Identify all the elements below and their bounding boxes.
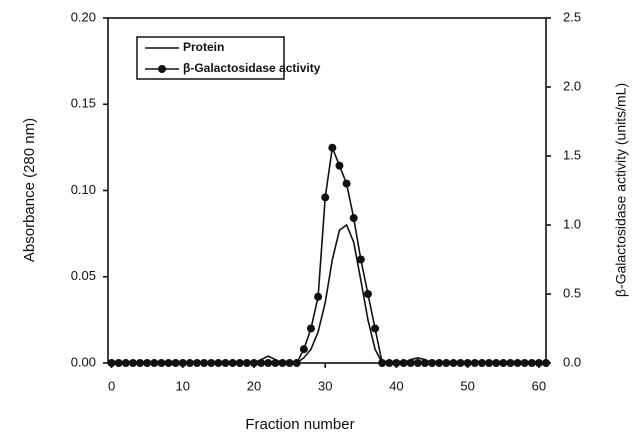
data-point (371, 324, 380, 333)
x-tick-label: 0 (108, 378, 115, 393)
data-point (250, 359, 258, 367)
data-point (292, 359, 301, 367)
data-point (499, 359, 508, 367)
data-point (264, 359, 273, 367)
data-point (207, 359, 216, 367)
y2-tick-label: 1.0 (563, 216, 581, 231)
data-point (406, 359, 415, 367)
data-point (356, 255, 365, 264)
data-point (527, 359, 536, 367)
data-point (285, 359, 294, 367)
data-point (178, 359, 187, 367)
y-tick-label: 0.15 (71, 96, 96, 111)
data-point (271, 359, 280, 367)
data-point (185, 359, 194, 367)
data-point (392, 359, 401, 367)
data-point (164, 359, 173, 367)
y2-tick-label: 0.5 (563, 285, 581, 300)
data-point (363, 290, 372, 298)
y2-axis-label: β-Galactosidase activity (units/mL) (613, 83, 629, 297)
series-line (111, 144, 546, 364)
data-point (399, 359, 408, 367)
data-point (435, 359, 444, 367)
data-point (449, 359, 458, 367)
data-point (335, 161, 344, 170)
y2-tick-label: 2.0 (563, 78, 581, 93)
x-tick-label: 40 (389, 378, 403, 393)
data-point (342, 179, 351, 188)
data-point (257, 359, 266, 367)
data-point (228, 359, 237, 367)
data-point (542, 359, 550, 367)
y-tick-label: 0.20 (71, 9, 96, 24)
data-point (278, 359, 287, 367)
x-tick-label: 60 (532, 378, 546, 393)
data-point (463, 359, 472, 367)
y-tick-label: 0.05 (71, 268, 96, 283)
x-tick-label: 20 (247, 378, 261, 393)
data-point (492, 359, 501, 367)
data-point (534, 359, 543, 367)
data-point (200, 359, 209, 367)
y-tick-label: 0.00 (71, 354, 96, 369)
y-tick-label: 0.10 (71, 182, 96, 197)
data-point (513, 359, 522, 367)
data-point (242, 359, 251, 367)
data-point (221, 359, 230, 367)
data-point (485, 359, 494, 367)
data-point (107, 359, 116, 367)
legend-marker (158, 65, 166, 73)
data-point (413, 359, 422, 367)
y2-tick-label: 0.0 (563, 354, 581, 369)
y2-tick-label: 1.5 (563, 147, 581, 162)
series-line (111, 223, 546, 364)
data-point (520, 359, 529, 367)
legend-label: Protein (183, 40, 224, 54)
data-point (477, 359, 486, 367)
data-point (456, 359, 465, 367)
data-point (442, 359, 451, 367)
data-point (349, 214, 358, 223)
data-point (143, 359, 152, 367)
data-point (299, 345, 308, 354)
data-point (235, 359, 244, 367)
data-point (114, 359, 123, 367)
x-axis-label: Fraction number (245, 416, 354, 433)
data-point (420, 359, 429, 367)
data-point (385, 359, 394, 367)
data-point (306, 324, 315, 333)
data-point (314, 292, 323, 301)
data-point (121, 359, 130, 367)
legend-label: β-Galactosidase activity (183, 61, 321, 75)
x-tick-label: 30 (318, 378, 332, 393)
data-point (136, 359, 145, 367)
data-point (428, 359, 437, 367)
data-point (378, 359, 387, 367)
y2-tick-label: 2.5 (563, 9, 581, 24)
data-point (193, 359, 202, 367)
data-point (506, 359, 515, 367)
data-point (150, 359, 159, 367)
data-point (328, 143, 337, 152)
data-point (171, 359, 180, 367)
data-point (157, 359, 166, 367)
data-point (470, 359, 479, 367)
data-point (214, 359, 223, 367)
data-point (321, 193, 330, 202)
x-tick-label: 10 (176, 378, 190, 393)
data-point (128, 359, 137, 367)
y-axis-label: Absorbance (280 nm) (21, 118, 38, 262)
x-tick-label: 50 (460, 378, 474, 393)
